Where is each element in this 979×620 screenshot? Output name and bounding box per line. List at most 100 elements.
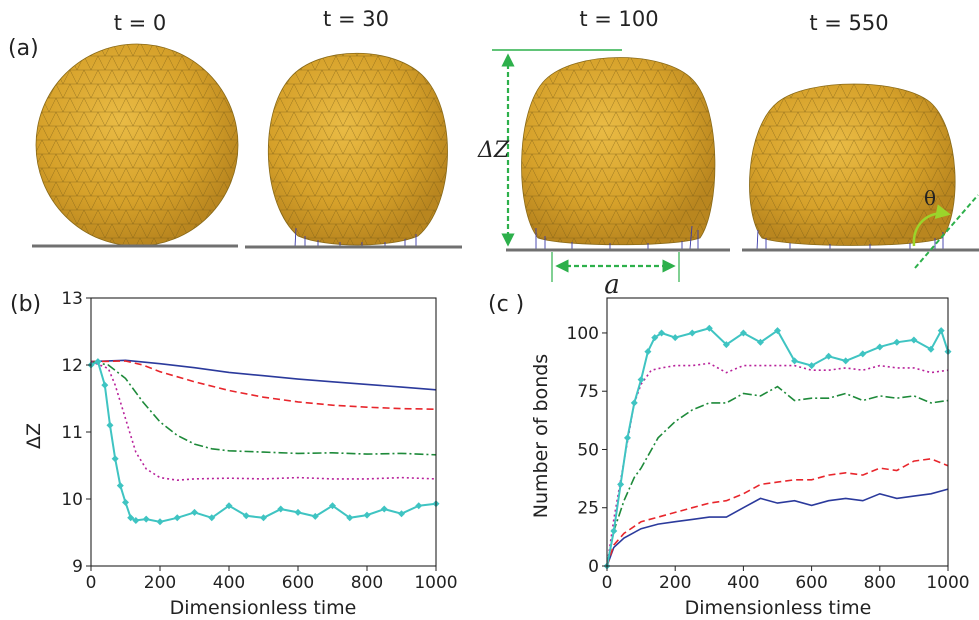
frame-title-t30: t = 30 (323, 7, 389, 31)
tangent-line (914, 194, 979, 269)
chart-b-series-4-point (132, 516, 140, 524)
chart-b-axes: 0 200 400 600 800 1000 9 10 11 12 13 (61, 289, 457, 593)
chart-b-xtick-label: 600 (282, 573, 314, 593)
chart-b-series-4-point (363, 511, 371, 519)
chart-c-series-4-point (825, 352, 833, 360)
chart-b-series-4-point (380, 505, 388, 513)
chart-c-ytick-label: 25 (577, 499, 599, 519)
chart-c-series-4-point (658, 329, 666, 337)
chart-c-ytick-label: 0 (588, 557, 599, 577)
vesicle-t0 (35, 43, 239, 247)
chart-c-series-4-point (722, 341, 730, 349)
chart-b-series-3-line (90, 360, 437, 482)
chart-c-series-4-point (671, 334, 679, 342)
chart-b-series-4-point (94, 358, 102, 366)
chart-c-series-4-line (606, 327, 949, 567)
chart-b-series-4-point (122, 498, 129, 506)
chart-b-series-0-line (90, 359, 437, 391)
chart-b-series-4-point (311, 512, 319, 520)
angle-label: θ (924, 186, 936, 210)
chart-b-xtick-label: 200 (144, 573, 176, 593)
chart-c-series-4-point (910, 336, 918, 344)
chart-c-ytick-label: 100 (567, 324, 599, 344)
vesicle-t550 (749, 83, 956, 251)
panel-b-label: (b) (10, 292, 41, 317)
chart-c-series-4-point (876, 343, 884, 351)
chart-c-series-4-point (791, 357, 799, 365)
chart-c-series-4-point (705, 324, 713, 332)
chart-b-series-4-point (142, 515, 150, 523)
chart-b-ytick-label: 12 (61, 356, 83, 376)
chart-c-xtick-label: 1000 (926, 573, 969, 593)
chart-c-series-4-point (842, 357, 850, 365)
chart-b-series-4-point (415, 502, 423, 510)
chart-c-series-4-point (927, 345, 935, 353)
chart-c-ytick-label: 50 (577, 440, 599, 460)
chart-c-series-4-point (688, 329, 696, 337)
chart-b-ytick-label: 10 (61, 490, 83, 510)
chart-c-xtick-label: 0 (602, 573, 613, 593)
chart-b-series-4-point (260, 514, 267, 522)
chart-c-series-4-point (651, 334, 659, 342)
height-label: ΔZ (477, 138, 510, 163)
chart-b-ytick-label: 13 (61, 289, 83, 309)
chart-c-series-2-line (606, 385, 949, 567)
chart-b-xtick-label: 800 (351, 573, 383, 593)
chart-c-series-4-point (859, 350, 867, 358)
angle-arrow (912, 204, 951, 247)
chart-b-xtick-label: 400 (213, 573, 245, 593)
chart-c-xtick-label: 200 (659, 573, 691, 593)
panel-b: (b) 0 200 400 600 800 1000 9 10 11 12 13 Dimension… (10, 289, 458, 619)
frame-title-t550: t = 550 (809, 11, 888, 35)
chart-c-series-4-point (630, 399, 638, 407)
chart-b-series-4-point (156, 518, 164, 526)
chart-c-series-4-point (617, 480, 625, 488)
chart-b-series-4-point (225, 502, 233, 510)
frame-title-t0: t = 0 (114, 11, 167, 35)
chart-b-series-2-line (90, 360, 437, 456)
chart-b-ylabel: ΔZ (23, 423, 45, 449)
chart-c-series-0-line (606, 488, 949, 567)
chart-c-xtick-label: 400 (727, 573, 759, 593)
chart-c-series-3-line (606, 362, 949, 567)
chart-b-series-4-point (277, 505, 285, 513)
vesicle-t30 (267, 52, 448, 248)
chart-c-ylabel: Number of bonds (530, 354, 552, 518)
chart-b-series-4-point (127, 514, 135, 522)
chart-b-series-4-point (111, 455, 119, 463)
frame-title-t100: t = 100 (579, 7, 658, 31)
chart-b-ytick-label: 9 (72, 557, 83, 577)
chart-c-series-4-point (739, 329, 747, 337)
chart-b-series-4-point (242, 512, 250, 520)
panel-c: (c ) 0 200 400 600 800 1000 0 25 50 75 100 Dimensi… (488, 292, 970, 619)
chart-b-series-4-point (101, 381, 109, 389)
chart-c-series-4-point (637, 376, 645, 384)
contact-label: a (604, 270, 620, 300)
chart-c-series-1-line (606, 457, 949, 567)
panel-a: (a) t = 0 t = 30 t = 100 (8, 7, 979, 300)
chart-c-plot-frame (606, 297, 949, 567)
chart-b-plot-frame (90, 297, 437, 567)
chart-b-series (87, 358, 440, 526)
chart-b-xtick-label: 1000 (414, 573, 457, 593)
panel-a-label: (a) (8, 36, 39, 61)
chart-b-series-4-point (294, 508, 302, 516)
chart-b-ytick-label: 11 (61, 423, 83, 443)
chart-b-series-4-point (106, 421, 114, 429)
chart-b-series-4-point (398, 510, 405, 518)
chart-b-series-4-point (329, 502, 336, 510)
chart-b-xtick-label: 0 (86, 573, 97, 593)
chart-c-xlabel: Dimensionless time (685, 597, 872, 619)
chart-c-series-4-point (644, 348, 652, 356)
chart-c-series-4-point (610, 527, 618, 535)
chart-c-series-4-point (893, 338, 901, 346)
chart-b-xlabel: Dimensionless time (170, 597, 357, 619)
chart-c-xtick-label: 800 (864, 573, 896, 593)
chart-c-series (603, 324, 952, 570)
chart-b-series-4-point (208, 514, 216, 522)
chart-b-series-4-point (346, 514, 354, 522)
chart-c-series-4-point (756, 338, 764, 346)
chart-c-series-4-point (774, 327, 781, 335)
chart-b-series-4-point (173, 514, 181, 522)
